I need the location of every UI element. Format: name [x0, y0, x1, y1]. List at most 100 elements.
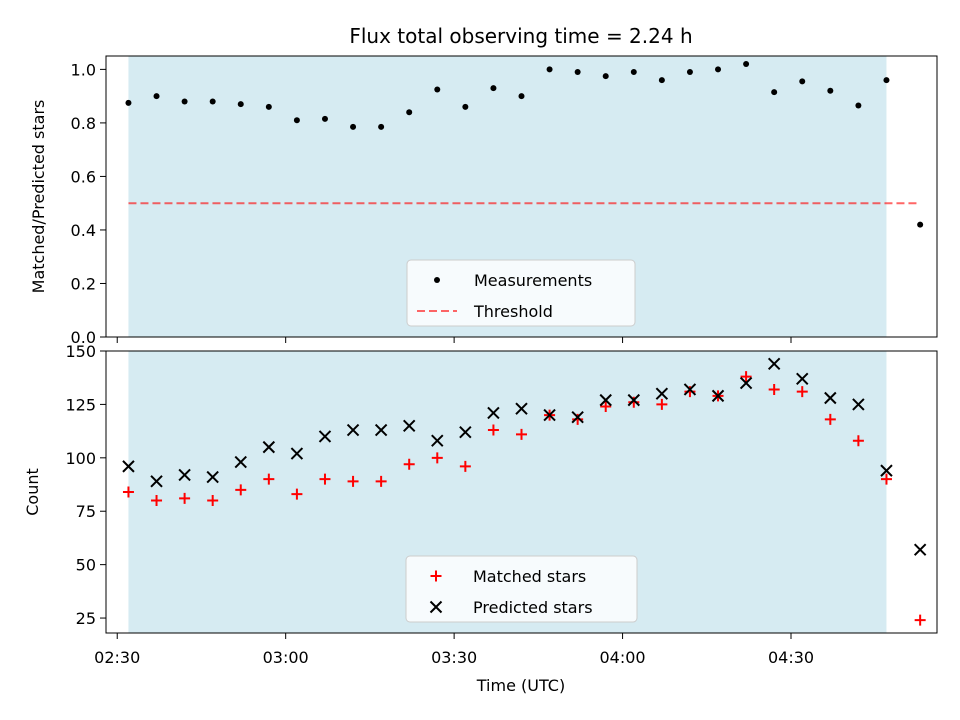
y-tick-label-top: 0.0	[71, 328, 96, 347]
legend-bottom: Matched stars Predicted stars	[405, 555, 638, 623]
matched-star-point	[487, 424, 499, 436]
matched-star-point	[740, 371, 752, 383]
legend-label: Measurements	[474, 271, 592, 290]
measurement-point	[321, 115, 328, 122]
measurement-point	[855, 102, 862, 109]
matched-star-point	[796, 386, 808, 398]
predicted-star-point	[122, 460, 135, 473]
predicted-star-point	[824, 391, 837, 405]
legend-marker-measurements	[434, 277, 440, 283]
predicted-star-point	[346, 423, 360, 437]
panel-bottom-counts: 25 50 75 100 125 150 02:30 03:00 03:30 04:00 04:30…	[23, 342, 938, 667]
measurement-point	[406, 109, 413, 116]
y-tick-label-bottom: 25	[76, 609, 96, 628]
predicted-star-point	[290, 447, 304, 460]
matched-star-point	[122, 486, 134, 498]
matched-star-point	[403, 458, 415, 470]
plot-frame-bottom	[105, 350, 938, 634]
predicted-star-point	[880, 464, 893, 477]
measurement-point	[743, 61, 750, 68]
matched-star-point	[824, 413, 836, 425]
predicted-star-point	[431, 434, 444, 447]
predicted-star-point	[852, 398, 865, 411]
y-tick-label-top: 1.0	[71, 60, 96, 79]
measurement-point	[378, 123, 385, 130]
measurement-point	[883, 77, 890, 84]
measurement-point	[546, 66, 553, 73]
legend-label: Matched stars	[473, 567, 586, 586]
legend-box	[405, 555, 638, 623]
y-tick-label-top: 0.8	[71, 114, 96, 133]
measurement-point	[209, 98, 216, 105]
chart-title: Flux total observing time = 2.24 h	[349, 24, 692, 48]
y-axis-label-top: Matched/Predicted stars	[29, 100, 48, 294]
measurement-point	[153, 93, 160, 100]
measurement-point	[490, 85, 497, 92]
predicted-star-point	[515, 402, 528, 415]
matched-star-point	[628, 396, 640, 408]
matched-star-point	[656, 398, 668, 410]
measurement-point	[658, 77, 665, 84]
matched-star-point	[291, 488, 303, 500]
predicted-star-point	[374, 423, 388, 437]
predicted-star-point	[543, 408, 556, 422]
measurement-point	[518, 93, 525, 100]
legend-label: Threshold	[473, 302, 553, 321]
predicted-star-point	[571, 411, 584, 424]
measurement-point	[799, 78, 806, 85]
matched-star-point	[151, 495, 163, 507]
measurement-point	[686, 69, 693, 76]
y-tick-label-bottom: 150	[65, 342, 96, 361]
measurement-point	[574, 69, 581, 76]
x-tick-label: 03:30	[431, 648, 477, 667]
x-tick-label: 04:00	[600, 648, 646, 667]
matched-star-point	[375, 475, 387, 487]
matched-star-point	[431, 452, 443, 464]
predicted-star-point	[599, 393, 612, 407]
predicted-star-point	[262, 440, 276, 454]
predicted-star-point	[318, 430, 332, 443]
predicted-star-point	[487, 406, 500, 420]
y-tick-label-bottom: 100	[65, 449, 96, 468]
predicted-star-point	[683, 383, 697, 396]
predicted-star-point	[178, 468, 191, 482]
predicted-star-point	[767, 357, 781, 371]
measurement-point	[293, 117, 300, 124]
legend-marker-predicted	[429, 600, 443, 614]
measurement-point	[917, 221, 924, 228]
legend-label: Predicted stars	[473, 598, 593, 617]
panel-top-ratio: 0.0 0.2 0.4 0.6 0.8 1.0 Matched/Predicted star…	[29, 55, 938, 347]
matched-star-point	[319, 473, 331, 485]
matched-star-point	[263, 473, 275, 485]
predicted-star-point	[150, 475, 163, 488]
y-tick-label-bottom: 75	[76, 502, 96, 521]
predicted-star-point	[402, 419, 416, 432]
matched-star-point	[880, 473, 892, 485]
matched-star-point	[684, 386, 696, 398]
measurement-point	[125, 99, 132, 106]
x-tick-label: 04:30	[768, 648, 814, 667]
measurement-point	[771, 89, 778, 96]
measurement-point	[630, 69, 637, 76]
measurement-point	[265, 103, 272, 110]
measurement-point	[827, 87, 834, 94]
matched-star-point	[207, 495, 219, 507]
matched-star-point	[600, 401, 612, 413]
predicted-star-point	[234, 455, 247, 469]
predicted-star-point	[796, 372, 809, 385]
matched-star-point	[459, 460, 471, 472]
matched-star-point	[235, 484, 247, 496]
measurement-point	[462, 103, 469, 110]
measurement-point	[715, 66, 722, 73]
matched-star-point	[572, 413, 584, 425]
plot-frame-top	[105, 55, 938, 338]
predicted-star-point	[206, 470, 219, 484]
measurement-point	[434, 86, 441, 93]
y-tick-label-bottom: 50	[76, 556, 96, 575]
matched-star-point	[347, 475, 359, 487]
measurement-point	[181, 98, 188, 105]
y-tick-label-top: 0.6	[71, 167, 96, 186]
predicted-star-point	[459, 425, 472, 439]
matched-star-point	[852, 435, 864, 447]
